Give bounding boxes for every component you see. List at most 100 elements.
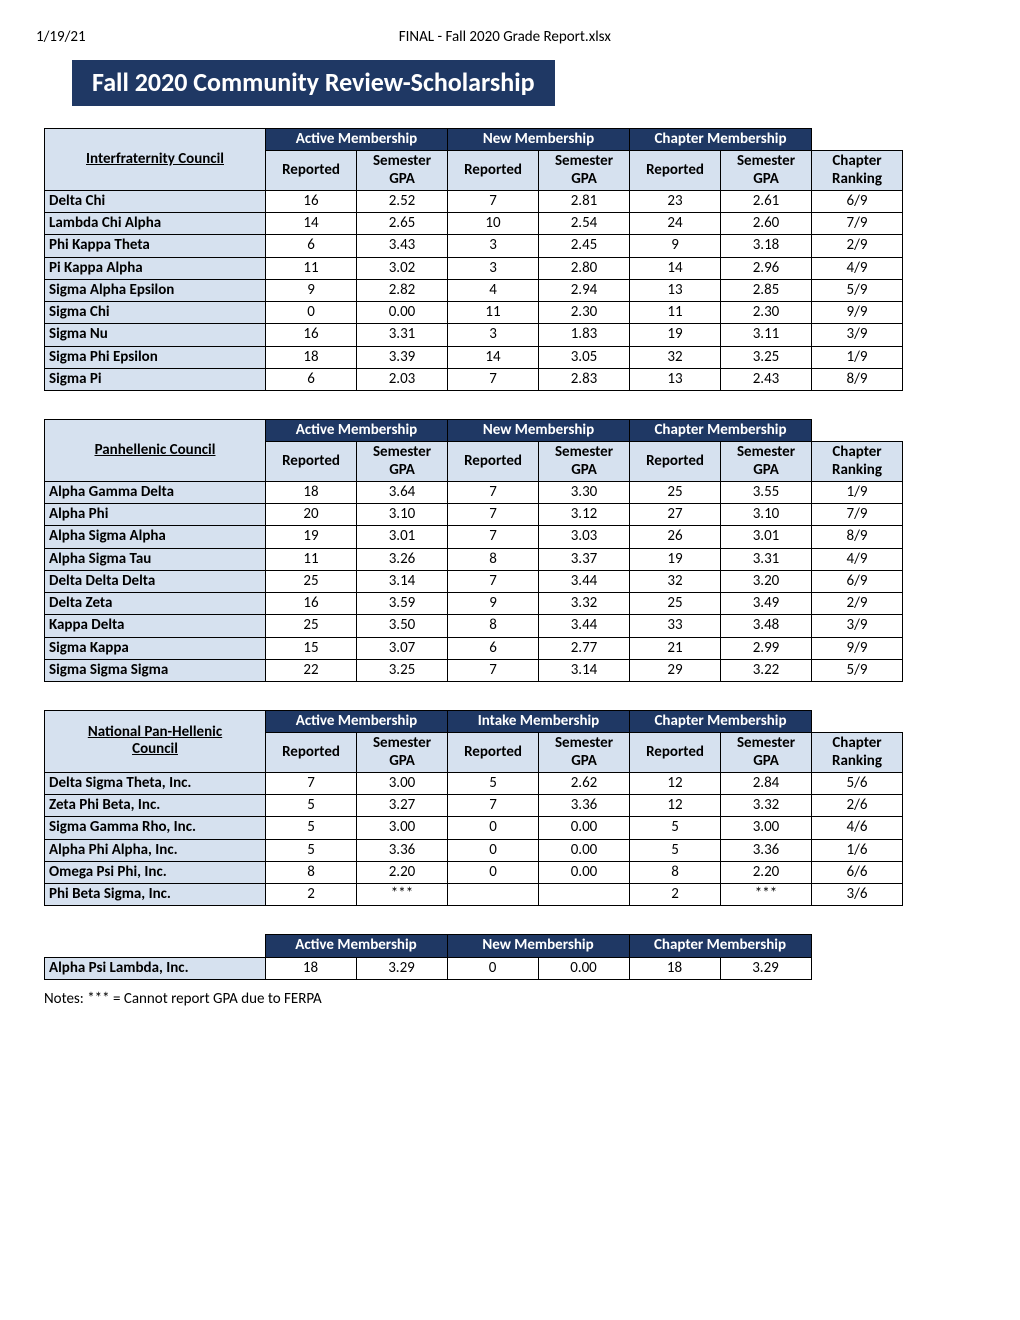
cell-value: 3.31 — [357, 324, 448, 346]
table-row: Sigma Nu163.3131.83193.113/9 — [45, 324, 903, 346]
col-ranking: ChapterRanking — [812, 442, 903, 482]
cell-value: 15 — [266, 637, 357, 659]
cell-value: 18 — [266, 346, 357, 368]
cell-value: 0.00 — [539, 839, 630, 861]
cell-value: 7 — [448, 526, 539, 548]
cell-value: 2.81 — [539, 190, 630, 212]
cell-value: 11 — [266, 548, 357, 570]
chapter-name: Sigma Gamma Rho, Inc. — [45, 817, 266, 839]
cell-value: 2.65 — [357, 213, 448, 235]
cell-value: 3.00 — [357, 772, 448, 794]
cell-value: 3.02 — [357, 257, 448, 279]
cell-value: 3.05 — [539, 346, 630, 368]
chapter-name: Delta Sigma Theta, Inc. — [45, 772, 266, 794]
cell-value: 4/9 — [812, 257, 903, 279]
cell-value: 7/9 — [812, 213, 903, 235]
cell-value: 4/9 — [812, 548, 903, 570]
col-gpa: SemesterGPA — [721, 151, 812, 191]
table-row: Sigma Sigma Sigma223.2573.14293.225/9 — [45, 659, 903, 681]
cell-value: 3.10 — [357, 504, 448, 526]
cell-value: 19 — [630, 324, 721, 346]
chapter-name: Alpha Phi Alpha, Inc. — [45, 839, 266, 861]
col-reported: Reported — [448, 442, 539, 482]
cell-value: 2.60 — [721, 213, 812, 235]
cell-value: 3.12 — [539, 504, 630, 526]
col-reported: Reported — [266, 442, 357, 482]
cell-value: 2.30 — [539, 302, 630, 324]
cell-value: 2.61 — [721, 190, 812, 212]
cell-value: 8 — [448, 548, 539, 570]
cell-value: 4/6 — [812, 817, 903, 839]
cell-value: 19 — [630, 548, 721, 570]
cell-value: 25 — [630, 481, 721, 503]
cell-value: 0 — [447, 957, 538, 979]
report-filename: FINAL - Fall 2020 Grade Report.xlsx — [399, 28, 611, 46]
cell-value: 2.77 — [539, 637, 630, 659]
cell-value: 3.26 — [357, 548, 448, 570]
cell-value: 22 — [266, 659, 357, 681]
group-header: Intake Membership — [448, 711, 630, 733]
cell-value: 7 — [448, 481, 539, 503]
cell-value: 25 — [266, 570, 357, 592]
cell-value: *** — [721, 884, 812, 906]
cell-value: 3.55 — [721, 481, 812, 503]
cell-value: 25 — [630, 593, 721, 615]
cell-value: 3.30 — [539, 481, 630, 503]
cell-value: 2.83 — [539, 368, 630, 390]
cell-value: 0.00 — [539, 861, 630, 883]
cell-value: 7 — [448, 368, 539, 390]
cell-value: 27 — [630, 504, 721, 526]
cell-value: 14 — [266, 213, 357, 235]
cell-value: 23 — [630, 190, 721, 212]
chapter-name: Delta Chi — [45, 190, 266, 212]
group-header: Chapter Membership — [630, 711, 812, 733]
table-row: Alpha Phi203.1073.12273.107/9 — [45, 504, 903, 526]
group-header: Chapter Membership — [630, 129, 812, 151]
chapter-name: Lambda Chi Alpha — [45, 213, 266, 235]
cell-value: 7 — [266, 772, 357, 794]
chapter-name: Phi Kappa Theta — [45, 235, 266, 257]
cell-value: 3.14 — [357, 570, 448, 592]
cell-value: 7 — [448, 570, 539, 592]
group-header: Active Membership — [266, 711, 448, 733]
cell-value: 3.11 — [721, 324, 812, 346]
cell-value: 3/9 — [812, 324, 903, 346]
cell-value: 13 — [630, 279, 721, 301]
data-table: Active MembershipNew MembershipChapter M… — [44, 934, 812, 980]
col-gpa: SemesterGPA — [721, 442, 812, 482]
group-header: Chapter Membership — [630, 420, 812, 442]
col-reported: Reported — [266, 151, 357, 191]
group-header: Chapter Membership — [629, 935, 811, 957]
cell-value: 5 — [630, 817, 721, 839]
cell-value: 24 — [630, 213, 721, 235]
chapter-name: Phi Beta Sigma, Inc. — [45, 884, 266, 906]
group-header: Active Membership — [266, 420, 448, 442]
table-row: Omega Psi Phi, Inc.82.2000.0082.206/6 — [45, 861, 903, 883]
cell-value: 20 — [266, 504, 357, 526]
cell-value: 3.64 — [357, 481, 448, 503]
table-row: Alpha Psi Lambda, Inc.183.2900.00183.29 — [45, 957, 812, 979]
col-gpa: SemesterGPA — [357, 151, 448, 191]
cell-value: 16 — [266, 324, 357, 346]
cell-value: 8 — [266, 861, 357, 883]
cell-value: 3.36 — [357, 839, 448, 861]
table-row: Sigma Gamma Rho, Inc.53.0000.0053.004/6 — [45, 817, 903, 839]
group-header: New Membership — [447, 935, 629, 957]
table-row: Alpha Sigma Alpha193.0173.03263.018/9 — [45, 526, 903, 548]
table-row: Sigma Alpha Epsilon92.8242.94132.855/9 — [45, 279, 903, 301]
cell-value: 16 — [266, 593, 357, 615]
cell-value: 3.44 — [539, 615, 630, 637]
cell-value: 18 — [265, 957, 356, 979]
cell-value: 3.27 — [357, 795, 448, 817]
cell-value: 3.29 — [356, 957, 447, 979]
cell-value: 4 — [448, 279, 539, 301]
cell-value: 3.29 — [720, 957, 811, 979]
table-row: Sigma Phi Epsilon183.39143.05323.251/9 — [45, 346, 903, 368]
group-header: Active Membership — [266, 129, 448, 151]
chapter-name: Sigma Kappa — [45, 637, 266, 659]
chapter-name: Sigma Sigma Sigma — [45, 659, 266, 681]
cell-value: 2.52 — [357, 190, 448, 212]
cell-value: 6/6 — [812, 861, 903, 883]
cell-value: 3.03 — [539, 526, 630, 548]
cell-value: 3.36 — [721, 839, 812, 861]
